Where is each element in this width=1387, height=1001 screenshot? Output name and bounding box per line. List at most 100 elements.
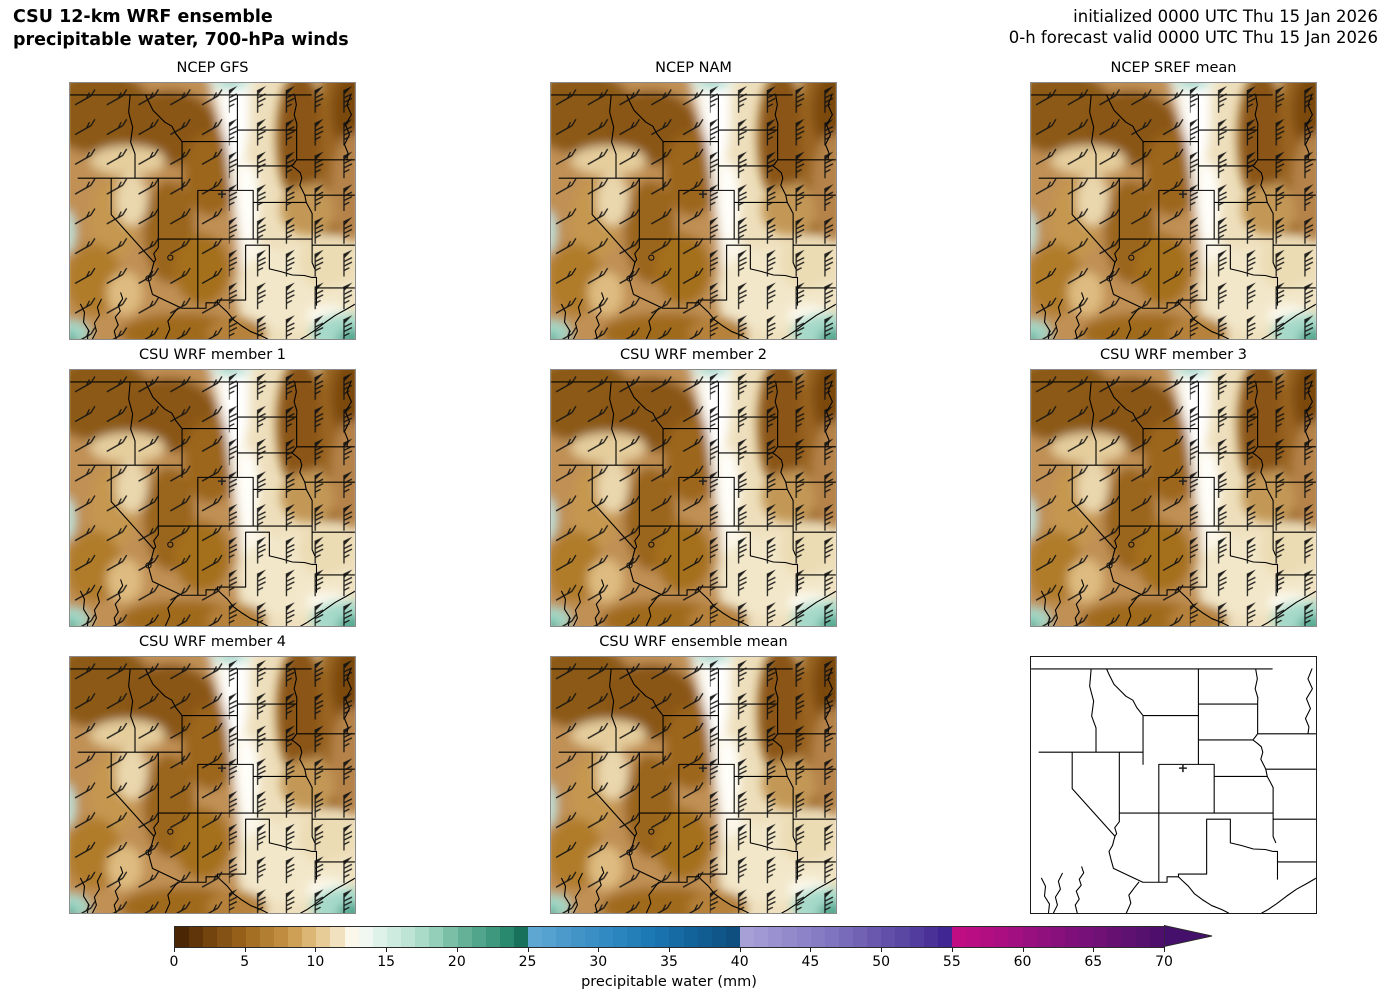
map-outline-reference bbox=[1030, 656, 1317, 914]
colorbar-cell bbox=[415, 927, 430, 947]
colorbar-cell bbox=[909, 927, 924, 947]
panel-ncep-nam: NCEP NAM bbox=[550, 58, 837, 340]
colorbar-cell bbox=[824, 927, 839, 947]
colorbar-tick bbox=[951, 947, 953, 952]
wind-barb-layer bbox=[69, 369, 356, 627]
wind-barb-layer bbox=[550, 656, 837, 914]
colorbar-cell bbox=[1050, 927, 1065, 947]
colorbar-tick bbox=[244, 947, 246, 952]
panel-wrf-member-4: CSU WRF member 4 bbox=[69, 632, 356, 914]
panel-title: CSU WRF ensemble mean bbox=[599, 634, 788, 650]
wind-barb-layer bbox=[69, 82, 356, 340]
wind-barb-layer bbox=[69, 656, 356, 914]
panel-title: CSU WRF member 2 bbox=[619, 347, 767, 363]
colorbar-cell bbox=[598, 927, 613, 947]
panel-title: CSU WRF member 1 bbox=[138, 347, 286, 363]
colorbar-cell bbox=[1064, 927, 1079, 947]
colorbar-tick bbox=[174, 947, 175, 952]
panel-title: NCEP NAM bbox=[655, 60, 732, 76]
colorbar-tick-label: 60 bbox=[1013, 954, 1032, 970]
colorbar-cell bbox=[443, 927, 458, 947]
state-borders-layer bbox=[1031, 669, 1316, 913]
panel-wrf-member-3: CSU WRF member 3 bbox=[1030, 345, 1317, 627]
colorbar-cell bbox=[514, 927, 529, 947]
colorbar-cell bbox=[796, 927, 811, 947]
colorbar-cell bbox=[217, 927, 232, 947]
colorbar-cell bbox=[838, 927, 853, 947]
colorbar-tick-label: 5 bbox=[240, 954, 250, 970]
colorbar-cell bbox=[980, 927, 995, 947]
panel-outline-reference bbox=[1030, 632, 1317, 914]
colorbar-tick-label: 30 bbox=[589, 954, 608, 970]
colorbar-cell bbox=[273, 927, 288, 947]
colorbar-cell bbox=[231, 927, 246, 947]
colorbar-tick-label: 70 bbox=[1155, 954, 1173, 970]
colorbar-cell bbox=[471, 927, 486, 947]
colorbar-tick bbox=[1022, 947, 1024, 952]
panel-title: CSU WRF member 3 bbox=[1099, 347, 1247, 363]
wind-barb-layer bbox=[550, 369, 837, 627]
colorbar-tick bbox=[810, 947, 812, 952]
colorbar-tick bbox=[527, 947, 529, 952]
colorbar-cell bbox=[429, 927, 444, 947]
colorbar-cell bbox=[189, 927, 204, 947]
colorbar-cell bbox=[1121, 927, 1136, 947]
panel-wrf-member-1: CSU WRF member 1 bbox=[69, 345, 356, 627]
colorbar-cell bbox=[1135, 927, 1150, 947]
colorbar-tick bbox=[881, 947, 883, 952]
colorbar-cell bbox=[401, 927, 416, 947]
colorbar-tick-label: 35 bbox=[660, 954, 678, 970]
panel-wrf-ensemble-mean: CSU WRF ensemble mean bbox=[550, 632, 837, 914]
colorbar-cell bbox=[457, 927, 472, 947]
colorbar-cell bbox=[1093, 927, 1108, 947]
colorbar-cell bbox=[937, 927, 952, 947]
colorbar-cell bbox=[697, 927, 712, 947]
colorbar-cell bbox=[612, 927, 627, 947]
colorbar-cell bbox=[683, 927, 698, 947]
colorbar-tick bbox=[456, 947, 458, 952]
colorbar-tick bbox=[669, 947, 670, 952]
colorbar-cell bbox=[556, 927, 571, 947]
colorbar-cell bbox=[627, 927, 642, 947]
colorbar-cell bbox=[316, 927, 331, 947]
colorbar-cell bbox=[810, 927, 825, 947]
colorbar-tick bbox=[1164, 947, 1165, 952]
colorbar-cell bbox=[881, 927, 896, 947]
figure-title-line2: precipitable water, 700-hPa winds bbox=[13, 30, 349, 51]
colorbar-cell bbox=[923, 927, 938, 947]
colorbar-cell bbox=[669, 927, 684, 947]
colorbar-cell bbox=[344, 927, 359, 947]
panel-title: NCEP GFS bbox=[176, 60, 249, 76]
colorbar-cell bbox=[994, 927, 1009, 947]
colorbar-cell bbox=[754, 927, 769, 947]
colorbar-cell bbox=[203, 927, 218, 947]
colorbar-cell bbox=[740, 927, 755, 947]
colorbar-tick-label: 20 bbox=[447, 954, 466, 970]
colorbar-cell bbox=[1079, 927, 1094, 947]
station-plus-marker bbox=[1178, 763, 1188, 773]
figure-timestamp: initialized 0000 UTC Thu 15 Jan 2026 0-h … bbox=[1009, 6, 1378, 49]
map-ncep-gfs bbox=[69, 82, 356, 340]
colorbar-tick-label: 40 bbox=[730, 954, 749, 970]
colorbar-cells bbox=[175, 927, 1164, 947]
colorbar-cell bbox=[288, 927, 303, 947]
colorbar-cell bbox=[966, 927, 981, 947]
colorbar-cell bbox=[358, 927, 373, 947]
colorbar-cell bbox=[951, 927, 966, 947]
colorbar-tick-label: 65 bbox=[1084, 954, 1103, 970]
map-ncep-sref-mean bbox=[1030, 82, 1317, 340]
colorbar-cell bbox=[641, 927, 656, 947]
colorbar-cell bbox=[1036, 927, 1051, 947]
colorbar-extend-arrow bbox=[1164, 925, 1213, 947]
map-wrf-ensemble-mean bbox=[550, 656, 837, 914]
colorbar-cell bbox=[711, 927, 726, 947]
colorbar-cell bbox=[175, 927, 190, 947]
init-time-text: initialized 0000 UTC Thu 15 Jan 2026 bbox=[1073, 7, 1378, 26]
colorbar-cell bbox=[1107, 927, 1122, 947]
map-wrf-member-4 bbox=[69, 656, 356, 914]
wind-barb-layer bbox=[1030, 369, 1317, 627]
colorbar-tick bbox=[315, 947, 317, 952]
colorbar-tick-label: 55 bbox=[942, 954, 961, 970]
wind-barb-layer bbox=[1030, 82, 1317, 340]
